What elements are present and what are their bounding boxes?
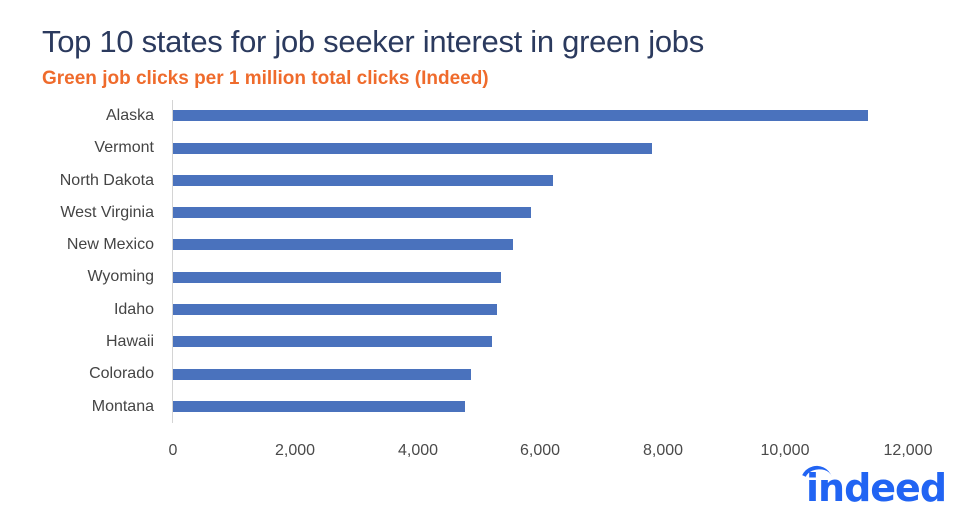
x-tick-label: 6,000 bbox=[519, 442, 561, 459]
category-label: Idaho bbox=[113, 301, 154, 318]
x-tick-label: 12,000 bbox=[883, 442, 933, 459]
bar bbox=[173, 143, 652, 154]
x-tick-label: 0 bbox=[168, 442, 178, 459]
category-label: Colorado bbox=[89, 365, 154, 382]
x-tick-label: 4,000 bbox=[397, 442, 439, 459]
bar bbox=[173, 272, 501, 283]
category-label: Alaska bbox=[105, 107, 154, 124]
bar bbox=[173, 239, 513, 250]
category-label: West Virginia bbox=[60, 204, 154, 221]
category-label: New Mexico bbox=[66, 236, 154, 253]
category-label: Wyoming bbox=[87, 268, 154, 285]
category-label: North Dakota bbox=[59, 172, 154, 189]
category-label: Montana bbox=[91, 398, 154, 415]
bar bbox=[173, 401, 465, 412]
category-label: Hawaii bbox=[105, 333, 154, 350]
bar bbox=[173, 336, 492, 347]
category-label: Vermont bbox=[94, 139, 154, 156]
bar bbox=[173, 175, 553, 186]
x-tick-label: 8,000 bbox=[642, 442, 684, 459]
x-tick-label: 10,000 bbox=[760, 442, 810, 459]
bar bbox=[173, 207, 531, 218]
indeed-logo: indeed bbox=[806, 466, 947, 510]
y-axis-line bbox=[172, 100, 173, 423]
bar bbox=[173, 369, 471, 380]
bar bbox=[173, 110, 868, 121]
x-tick-label: 2,000 bbox=[274, 442, 316, 459]
chart-subtitle: Green job clicks per 1 million total cli… bbox=[42, 68, 489, 89]
chart-title: Top 10 states for job seeker interest in… bbox=[42, 24, 704, 59]
bar bbox=[173, 304, 497, 315]
